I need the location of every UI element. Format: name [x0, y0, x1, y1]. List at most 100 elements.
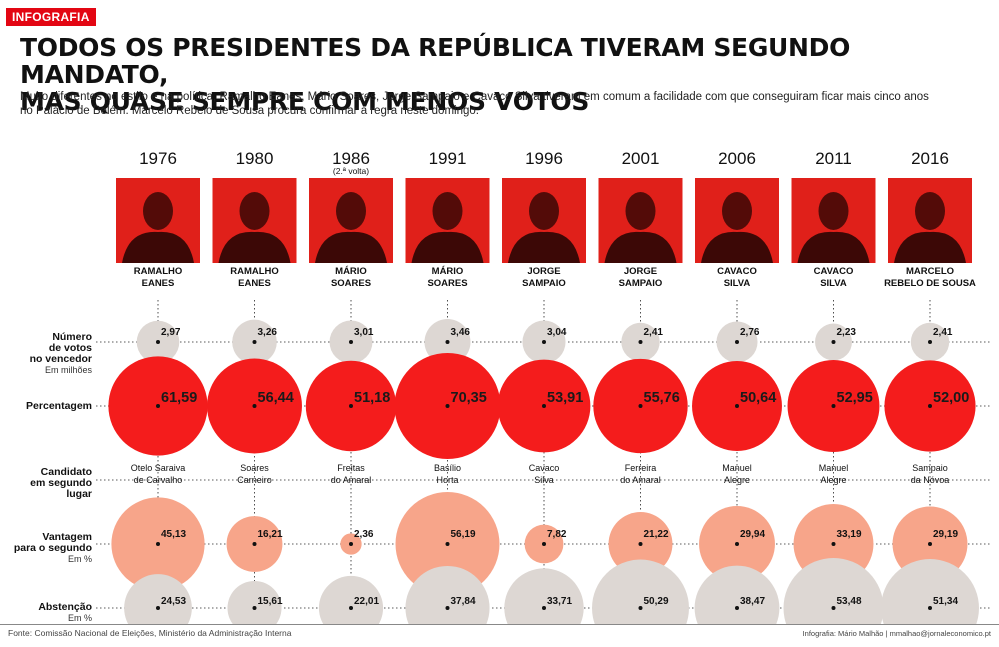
year-label: 2011 — [815, 149, 852, 168]
abstention-value: 50,29 — [644, 596, 669, 607]
portrait-shoulders — [315, 231, 387, 263]
winner-name: REBELO DE SOUSA — [884, 278, 976, 289]
advantage-value: 7,82 — [547, 529, 567, 540]
percentage-dot — [638, 404, 643, 408]
second-candidate-name: Freitas — [337, 463, 365, 473]
second-candidate-name: Ferreira — [625, 463, 657, 473]
advantage-dot — [156, 542, 160, 546]
winner-name: SAMPAIO — [619, 278, 663, 289]
abstention-value: 37,84 — [451, 596, 476, 607]
portrait-shoulders — [701, 231, 773, 263]
second-candidate-name: Cavaco — [529, 463, 560, 473]
percentage-dot — [252, 404, 257, 408]
advantage-dot — [831, 542, 836, 546]
abstention-dot — [252, 606, 257, 610]
winner-name: MÁRIO — [335, 266, 367, 277]
portrait-shoulders — [411, 231, 484, 263]
advantage-value: 56,19 — [451, 529, 476, 540]
second-round-note: (2.ª volta) — [333, 166, 369, 176]
portrait-head — [432, 192, 463, 230]
row-label-abstention-unit: Em % — [68, 613, 92, 623]
votes-value: 3,04 — [547, 327, 567, 338]
portrait-head — [336, 192, 366, 230]
votes-value: 3,26 — [258, 327, 278, 338]
abstention-dot — [349, 606, 353, 610]
winner-name: SILVA — [820, 278, 847, 289]
abstention-value: 15,61 — [258, 596, 283, 607]
abstention-bubble — [318, 575, 384, 624]
advantage-value: 45,13 — [161, 529, 186, 540]
abstention-value: 33,71 — [547, 596, 572, 607]
footer-credit: Infografia: Mário Malhão | mmalhao@jorna… — [802, 629, 991, 638]
percentage-value: 70,35 — [451, 390, 487, 406]
second-candidate-name: do Amaral — [331, 475, 372, 485]
percentage-dot — [831, 404, 836, 408]
row-label-votes: no vencedor — [30, 353, 92, 365]
second-candidate-name: Basílio — [434, 463, 461, 473]
year-label: 1991 — [429, 149, 467, 168]
percentage-dot — [349, 404, 353, 408]
abstention-bubble — [504, 568, 584, 624]
year-label: 1976 — [139, 149, 177, 168]
page-subtitle: Muito diferentes no estilo e na política… — [20, 90, 970, 118]
portrait-head — [722, 192, 752, 230]
votes-dot — [542, 340, 546, 344]
votes-dot — [252, 340, 257, 344]
portrait-shoulders — [218, 231, 291, 263]
second-candidate-name: da Nóvoa — [911, 475, 950, 485]
second-candidate-name: Carneiro — [237, 475, 272, 485]
abstention-bubble — [405, 565, 490, 624]
advantage-dot — [445, 542, 450, 546]
votes-dot — [156, 340, 160, 344]
second-candidate-name: Manuel — [722, 463, 752, 473]
portrait-shoulders — [797, 231, 870, 263]
advantage-value: 29,94 — [740, 529, 765, 540]
abstention-bubble — [124, 574, 192, 624]
votes-value: 3,01 — [354, 327, 374, 338]
percentage-value: 51,18 — [354, 390, 390, 406]
advantage-dot — [928, 542, 932, 546]
row-label-abstention: Abstenção — [38, 601, 92, 613]
second-candidate-name: Silva — [534, 475, 554, 485]
winner-name: CAVACO — [717, 266, 757, 277]
winner-name: SOARES — [427, 278, 467, 289]
title-line-2: MAS QUASE SEMPRE COM MENOS VOTOS — [20, 87, 590, 116]
advantage-dot — [638, 542, 643, 546]
votes-dot — [831, 340, 836, 344]
second-candidate-name: Alegre — [724, 475, 750, 485]
votes-value: 2,41 — [933, 327, 953, 338]
percentage-dot — [156, 404, 160, 408]
percentage-dot — [445, 404, 450, 408]
percentage-value: 50,64 — [740, 390, 776, 406]
advantage-dot — [252, 542, 257, 546]
winner-name: JORGE — [624, 266, 657, 277]
abstention-bubble — [227, 580, 282, 624]
portrait-head — [143, 192, 173, 230]
second-candidate-name: Soares — [240, 463, 269, 473]
subtitle-line-1: Muito diferentes no estilo e na política… — [20, 91, 929, 103]
votes-dot — [735, 340, 739, 344]
advantage-value: 16,21 — [258, 529, 283, 540]
portrait-head — [818, 192, 849, 230]
year-label: 1996 — [525, 149, 563, 168]
winner-name: EANES — [142, 278, 175, 289]
row-label-percentage: Percentagem — [26, 400, 92, 412]
abstention-dot — [445, 606, 450, 610]
year-label: 2006 — [718, 149, 756, 168]
portrait-shoulders — [508, 231, 580, 263]
portrait-head — [529, 192, 559, 230]
winner-name: RAMALHO — [134, 266, 183, 277]
winner-name: SILVA — [724, 278, 751, 289]
row-label-advantage-unit: Em % — [68, 554, 92, 564]
abstention-bubble — [592, 559, 689, 624]
percentage-value: 53,91 — [547, 390, 583, 406]
row-label-second-candidate: lugar — [66, 488, 92, 500]
votes-dot — [928, 340, 932, 344]
abstention-value: 53,48 — [837, 596, 862, 607]
advantage-dot — [542, 542, 546, 546]
year-label: 2001 — [622, 149, 660, 168]
portrait-head — [915, 192, 945, 230]
portrait-shoulders — [604, 231, 677, 263]
votes-value: 3,46 — [451, 327, 471, 338]
subtitle-line-2: no Palácio de Belém. Marcelo Rebelo de S… — [20, 105, 479, 117]
